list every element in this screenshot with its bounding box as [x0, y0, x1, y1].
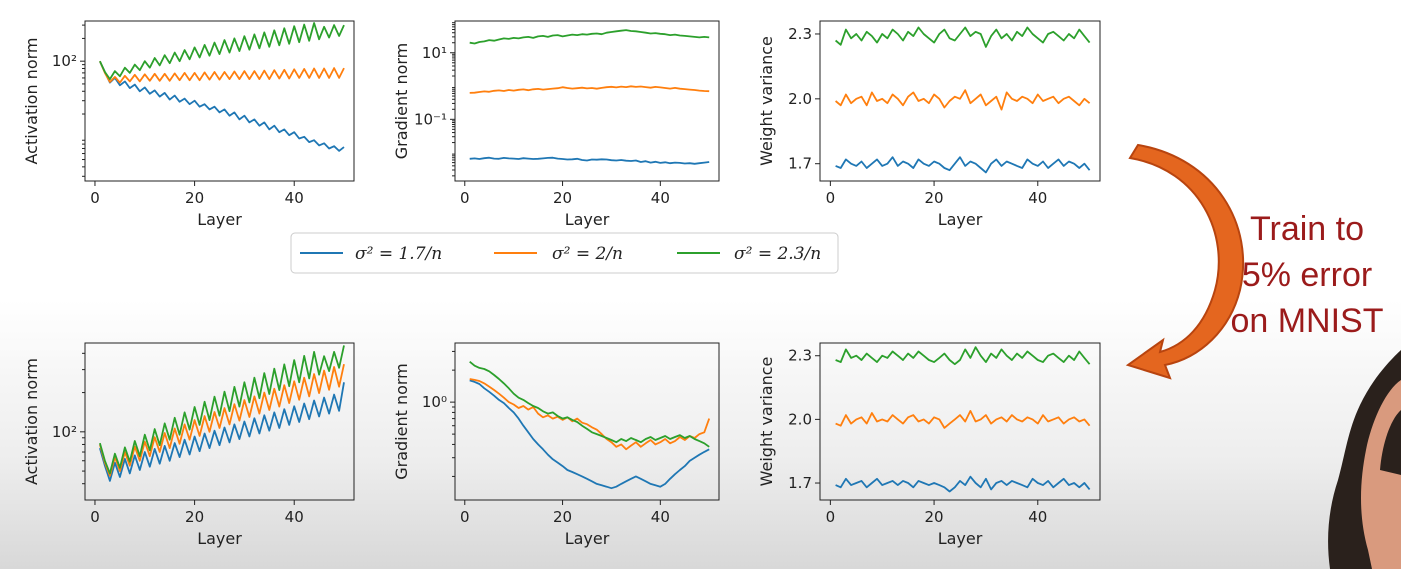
y-tick-label: 10⁰	[422, 393, 447, 411]
y-tick-label: 10²	[52, 423, 77, 441]
x-tick-label: 0	[460, 508, 470, 526]
y-axis-label: Gradient norm	[392, 363, 411, 480]
x-tick-label: 40	[1028, 189, 1047, 207]
x-tick-label: 0	[90, 508, 100, 526]
x-tick-label: 20	[185, 189, 204, 207]
x-tick-label: 40	[285, 189, 304, 207]
legend-label-sigma-2: σ² = 2/n	[552, 244, 623, 264]
series-line-1-7-n	[835, 156, 1091, 174]
legend-label-sigma-2-3: σ² = 2.3/n	[734, 244, 821, 264]
x-tick-label: 20	[553, 189, 572, 207]
series-line-2-n	[835, 409, 1091, 429]
y-axis-label: Activation norm	[22, 38, 41, 165]
x-axis-label: Layer	[197, 210, 242, 229]
y-tick-label: 2.3	[788, 25, 812, 43]
presenter-hair-strand	[1380, 410, 1401, 475]
series-line-1-7-n	[469, 156, 710, 165]
y-axis-label: Gradient norm	[392, 43, 411, 160]
series-line-1-7-n	[99, 60, 345, 152]
presenter-photo	[1328, 350, 1401, 569]
x-tick-label: 20	[925, 189, 944, 207]
series-line-1-7-n	[99, 382, 345, 482]
subplot-after-weight-variance: 0 20 40 1.7 2.0 2.3 Layer Weight variance	[757, 342, 1101, 548]
x-tick-label: 40	[651, 189, 670, 207]
x-axis-label: Layer	[565, 529, 610, 548]
y-axis-label: Weight variance	[757, 357, 776, 487]
series-line-2-3-n	[835, 26, 1091, 48]
x-tick-label: 0	[460, 189, 470, 207]
y-tick-label: 2.0	[788, 90, 812, 108]
caption-line-3: on MNIST	[1230, 302, 1384, 340]
y-tick-label: 10⁻¹	[414, 110, 447, 128]
axes-frame	[84, 342, 355, 501]
legend-box	[290, 232, 839, 274]
x-axis-label: Layer	[938, 210, 983, 229]
y-tick-label: 1.7	[788, 474, 812, 492]
series-line-2-3-n	[469, 361, 710, 448]
axes-frame	[84, 20, 355, 182]
series-line-2-n	[99, 364, 345, 477]
y-tick-label: 10¹	[422, 44, 447, 62]
x-tick-label: 0	[826, 508, 836, 526]
series-line-2-3-n	[469, 29, 710, 45]
y-axis-label: Weight variance	[757, 36, 776, 166]
series-line-2-n	[835, 89, 1091, 111]
series-line-2-3-n	[99, 22, 345, 80]
x-tick-label: 40	[285, 508, 304, 526]
series-line-2-3-n	[99, 345, 345, 475]
series-line-2-n	[469, 85, 710, 94]
caption-line-2: 5% error	[1241, 256, 1373, 294]
y-tick-label: 2.0	[788, 410, 812, 428]
axes-frame	[454, 342, 720, 501]
series-line-2-3-n	[835, 346, 1091, 366]
curved-arrow-icon	[1125, 143, 1245, 380]
curved-arrow	[1125, 143, 1245, 380]
y-tick-label: 2.3	[788, 347, 812, 365]
series-line-1-7-n	[835, 475, 1091, 493]
axes-frame	[454, 20, 720, 182]
y-tick-label: 10²	[52, 52, 77, 70]
x-tick-label: 40	[651, 508, 670, 526]
caption-line-1: Train to	[1249, 210, 1364, 248]
x-axis-label: Layer	[565, 210, 610, 229]
subplot-before-weight-variance: 0 20 40 1.7 2.0 2.3 Layer Weight variance	[757, 20, 1101, 229]
x-tick-label: 0	[90, 189, 100, 207]
x-tick-label: 20	[925, 508, 944, 526]
x-axis-label: Layer	[197, 529, 242, 548]
axes-frame	[819, 20, 1101, 182]
subplot-before-gradient-norm: 0 20 40 10¹ 10⁻¹ Layer Gradient norm	[392, 20, 720, 229]
subplot-before-activation-norm: 0 20 40 10² Layer Activation norm	[22, 20, 355, 229]
legend: σ² = 1.7/n σ² = 2/n σ² = 2.3/n	[290, 232, 839, 274]
series-line-1-7-n	[469, 379, 710, 490]
axes-frame	[819, 342, 1101, 501]
y-tick-label: 1.7	[788, 155, 812, 173]
x-axis-label: Layer	[938, 529, 983, 548]
subplot-after-activation-norm: 0 20 40 10² Layer Activation norm	[22, 342, 355, 548]
x-tick-label: 0	[826, 189, 836, 207]
y-axis-label: Activation norm	[22, 358, 41, 485]
subplot-after-gradient-norm: 0 20 40 10⁰ Layer Gradient norm	[392, 342, 720, 548]
caption: Train to 5% error on MNIST	[1212, 206, 1401, 344]
x-tick-label: 20	[185, 508, 204, 526]
legend-label-sigma-1-7: σ² = 1.7/n	[355, 244, 442, 264]
series-line-2-n	[99, 60, 345, 84]
x-tick-label: 40	[1028, 508, 1047, 526]
x-tick-label: 20	[553, 508, 572, 526]
series-line-2-n	[469, 378, 711, 451]
